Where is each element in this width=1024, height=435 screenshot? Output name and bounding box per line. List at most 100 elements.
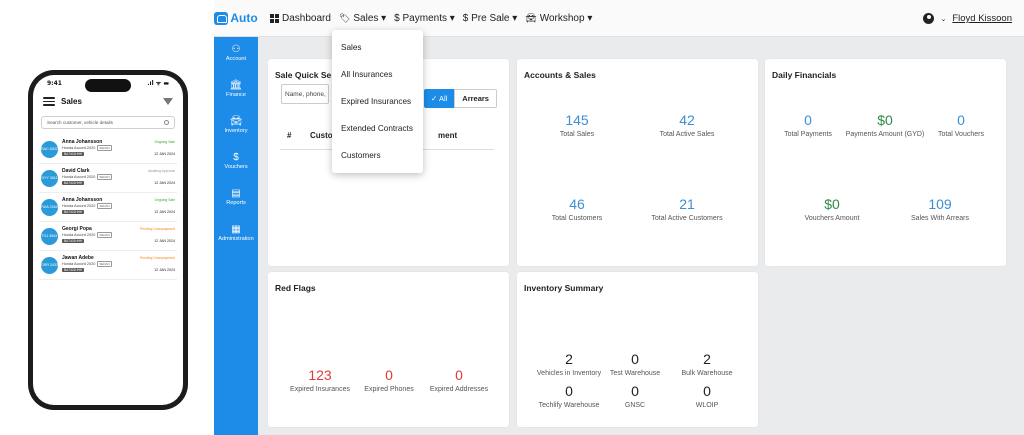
- column-header-number: #: [287, 131, 292, 140]
- stat-label: Vouchers Amount: [804, 215, 860, 222]
- avatar: BAC 6302: [41, 141, 58, 158]
- phone-time: 9:41: [47, 79, 62, 87]
- stat-total-sales[interactable]: 145 Total Sales: [560, 112, 594, 138]
- quick-search-input[interactable]: Name, phone,: [281, 84, 329, 104]
- sale-date: 12 JAN 2024: [154, 181, 175, 185]
- sidebar-item-label: Finance: [226, 92, 246, 98]
- stat-vehicles-in-inventory[interactable]: 2 Vehicles in Inventory: [537, 351, 601, 377]
- stat-wloip[interactable]: 0 WLOIP: [696, 383, 719, 409]
- nav-pre-sale-label: $ Pre Sale ▾: [462, 12, 518, 24]
- list-item[interactable]: GYY 3611 David Clark Awaiting Approval Ho…: [39, 164, 177, 193]
- sale-filter-toggle: ✓ All Arrears: [424, 89, 497, 108]
- stat-value: 0: [804, 112, 812, 128]
- stat-bulk-warehouse[interactable]: 2 Bulk Warehouse: [681, 351, 732, 377]
- vehicle-model: Honda Accord 2020: [62, 146, 96, 150]
- stat-value: 0: [631, 383, 639, 399]
- stat-total-active-sales[interactable]: 42 Total Active Sales: [660, 112, 715, 138]
- sidebar-item-reports[interactable]: ▤ Reports: [214, 181, 258, 217]
- nav-payments-label: $ Payments ▾: [394, 12, 455, 24]
- menu-item-expired-insurances[interactable]: Expired Insurances: [341, 97, 412, 106]
- sidebar-item-label: Inventory: [224, 128, 248, 134]
- list-item[interactable]: BAC 6302 Anna Johansson Ongoing Sale Hond…: [39, 135, 177, 164]
- nav-sales-label: Sales ▾: [353, 12, 387, 24]
- card-title: Daily Financials: [772, 70, 837, 80]
- stat-value: 2: [565, 351, 573, 367]
- card-title: Accounts & Sales: [524, 70, 596, 80]
- stat-total-vouchers[interactable]: 0 Total Vouchers: [938, 112, 984, 138]
- user-name-link[interactable]: Floyd Kissoon: [952, 13, 1012, 24]
- vehicle-model: Honda Accord 2020: [62, 175, 96, 179]
- dynamic-island: [85, 79, 131, 92]
- list-item[interactable]: F31 4543 Georgi Popa Pending Downpayment …: [39, 222, 177, 251]
- car-icon: 🚘︎: [229, 116, 243, 127]
- stat-expired-addresses[interactable]: 0 Expired Addresses: [430, 367, 488, 393]
- avatar: F31 4543: [41, 228, 58, 245]
- vehicle-type-badge: SEDAN: [97, 174, 112, 180]
- nav-workshop[interactable]: 🚘︎ Workshop ▾: [525, 13, 592, 24]
- phone-search-input[interactable]: Search customer, vehicle details: [41, 116, 175, 129]
- column-header-customer: Custo: [310, 131, 333, 140]
- stat-techlify-warehouse[interactable]: 0 Techlify Warehouse: [539, 383, 600, 409]
- sidebar-item-vouchers[interactable]: $ Vouchers: [214, 145, 258, 181]
- stat-expired-insurances[interactable]: 123 Expired Insurances: [290, 367, 350, 393]
- grid-icon: ▦: [231, 224, 241, 235]
- list-item[interactable]: GRR 2433 Jawan Adebe Pending Downpayment …: [39, 251, 177, 280]
- plate-badge: BA7401HHH: [62, 210, 85, 214]
- nav-pre-sale[interactable]: $ Pre Sale ▾: [463, 13, 518, 24]
- stat-label: Expired Insurances: [290, 386, 350, 393]
- stat-value: 0: [631, 351, 639, 367]
- stat-expired-phones[interactable]: 0 Expired Phones: [364, 367, 413, 393]
- menu-item-all-insurances[interactable]: All Insurances: [341, 70, 393, 79]
- menu-item-extended-contracts[interactable]: Extended Contracts: [341, 124, 413, 133]
- hamburger-menu-icon[interactable]: [43, 97, 55, 106]
- user-menu[interactable]: ⌄ Floyd Kissoon: [923, 0, 1012, 37]
- stat-value: 0: [565, 383, 573, 399]
- sidebar-item-label: Vouchers: [224, 164, 248, 170]
- menu-item-sales[interactable]: Sales: [341, 43, 362, 52]
- daily-financials-card: Daily Financials 0 Total Payments $0 Pay…: [765, 59, 1006, 266]
- stat-vouchers-amount[interactable]: $0 Vouchers Amount: [805, 196, 860, 222]
- filter-arrears-button[interactable]: Arrears: [454, 89, 497, 108]
- nav-payments[interactable]: $ Payments ▾: [394, 13, 455, 24]
- stat-payments-amount[interactable]: $0 Payments Amount (GYD): [846, 112, 925, 138]
- customer-name: Anna Johansson: [62, 197, 103, 203]
- stat-label: Expired Phones: [364, 386, 414, 393]
- stat-sales-with-arrears[interactable]: 109 Sales With Arrears: [911, 196, 969, 222]
- stat-label: Total Sales: [559, 131, 595, 138]
- stat-label: Sales With Arrears: [911, 215, 969, 222]
- stat-gnsc[interactable]: 0 GNSC: [625, 383, 645, 409]
- phone-search-placeholder: Search customer, vehicle details: [47, 120, 113, 125]
- sidebar: ⚇ Account 🏛︎ Finance 🚘︎ Inventory $ Vouc…: [214, 37, 258, 435]
- stat-total-customers[interactable]: 46 Total Customers: [552, 196, 603, 222]
- stat-value: $0: [824, 196, 840, 212]
- grid-icon: [270, 13, 279, 23]
- stat-label: WLOIP: [695, 402, 719, 409]
- customer-name: David Clark: [62, 168, 90, 174]
- stat-test-warehouse[interactable]: 0 Test Warehouse: [610, 351, 660, 377]
- stat-value: 0: [703, 383, 711, 399]
- vehicle-model: Honda Accord 2020: [62, 262, 96, 266]
- desktop-app: Auto Dashboard 🏷︎ Sales ▾ $ Payments ▾ $…: [214, 0, 1024, 435]
- sidebar-item-administration[interactable]: ▦ Administration: [214, 217, 258, 253]
- sidebar-item-inventory[interactable]: 🚘︎ Inventory: [214, 109, 258, 145]
- vehicle-model: Honda Accord 2020: [62, 233, 96, 237]
- filter-icon[interactable]: [163, 98, 173, 105]
- list-item[interactable]: RAA 2344 Anna Johansson Ongoing Sale Hond…: [39, 193, 177, 222]
- stat-value: 109: [928, 196, 952, 212]
- stat-value: 21: [679, 196, 695, 212]
- avatar: RAA 2344: [41, 199, 58, 216]
- inventory-summary-card: Inventory Summary 2 Vehicles in Inventor…: [517, 272, 758, 427]
- nav-dashboard[interactable]: Dashboard: [270, 13, 331, 24]
- nav-sales[interactable]: 🏷︎ Sales ▾: [339, 13, 386, 24]
- stat-label: Total Customers: [551, 215, 603, 222]
- sidebar-item-account[interactable]: ⚇ Account: [214, 37, 258, 73]
- menu-item-customers[interactable]: Customers: [341, 151, 381, 160]
- plate-badge: BA7401HHH: [62, 181, 85, 185]
- brand[interactable]: Auto: [214, 0, 258, 37]
- sidebar-item-finance[interactable]: 🏛︎ Finance: [214, 73, 258, 109]
- stat-total-active-customers[interactable]: 21 Total Active Customers: [651, 196, 722, 222]
- filter-all-button[interactable]: ✓ All: [424, 89, 455, 108]
- sidebar-item-label: Reports: [226, 200, 246, 206]
- stat-total-payments[interactable]: 0 Total Payments: [784, 112, 832, 138]
- stat-value: 145: [565, 112, 589, 128]
